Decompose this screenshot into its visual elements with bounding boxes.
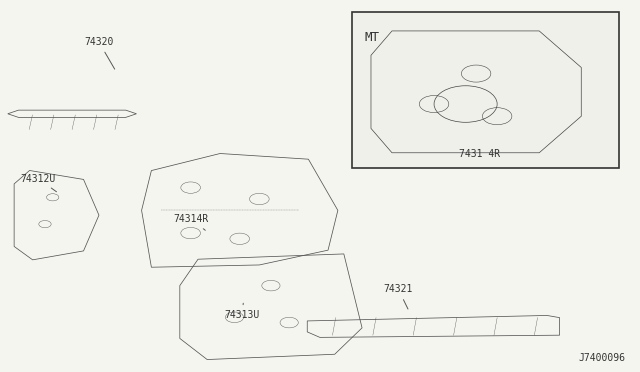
Text: 74320: 74320 (84, 37, 115, 69)
Bar (352, 13, 620, 167)
Text: 7431 4R: 7431 4R (459, 149, 500, 159)
Text: 74321: 74321 (384, 284, 413, 309)
Text: 74313U: 74313U (225, 303, 260, 320)
Text: MT: MT (365, 31, 380, 44)
Text: 74312U: 74312U (20, 174, 56, 192)
Text: 74314R: 74314R (173, 214, 209, 230)
Text: J7400096: J7400096 (579, 353, 626, 363)
